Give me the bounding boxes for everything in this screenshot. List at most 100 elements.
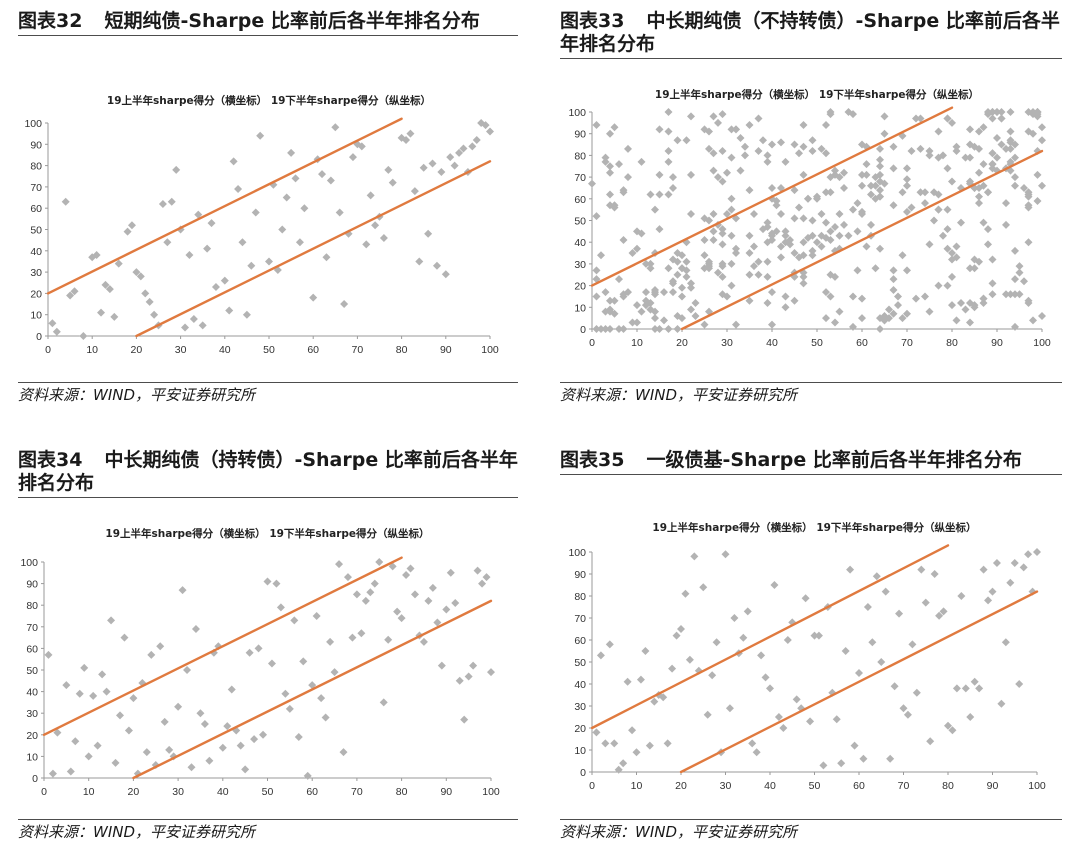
scatter-point	[709, 166, 718, 175]
scatter-point	[673, 249, 682, 258]
scatter-point	[384, 635, 393, 644]
scatter-point	[808, 251, 817, 260]
scatter-point	[111, 758, 120, 767]
scatter-point	[979, 298, 988, 307]
scatter-point	[633, 318, 641, 327]
scatter-point	[822, 288, 830, 297]
y-tick-label: 90	[574, 129, 586, 141]
x-tick-label: 60	[307, 344, 319, 356]
scatter-point	[105, 285, 114, 294]
scatter-point	[988, 279, 997, 288]
scatter-point	[335, 560, 344, 569]
scatter-point	[256, 131, 265, 140]
scatter-point	[750, 242, 758, 251]
scatter-point	[1006, 127, 1015, 136]
scatter-point	[1020, 183, 1028, 192]
x-tick-label: 40	[217, 786, 229, 798]
scatter-point	[858, 207, 866, 216]
scatter-point	[169, 752, 178, 761]
scatter-point	[1024, 127, 1033, 136]
scatter-point	[718, 177, 727, 186]
scatter-point	[388, 178, 397, 187]
scatter-point	[1024, 238, 1033, 247]
scatter-point	[714, 118, 722, 127]
scatter-point	[867, 220, 875, 229]
x-tick-label: 100	[482, 786, 500, 798]
y-tick-label: 40	[30, 246, 42, 258]
scatter-point	[357, 142, 366, 151]
scatter-point	[898, 131, 907, 140]
scatter-point	[642, 259, 650, 268]
scatter-point	[655, 170, 664, 179]
scatter-point	[855, 669, 863, 677]
x-tick-label: 80	[396, 344, 408, 356]
scatter-point	[619, 236, 628, 245]
reference-line	[46, 117, 403, 295]
scatter-point	[189, 314, 198, 323]
scatter-point	[1033, 112, 1042, 121]
scatter-point	[723, 209, 731, 218]
chart-subtitle: 19上半年sharpe得分（横坐标） 19下半年sharpe得分（纵坐标）	[105, 527, 429, 540]
scatter-point	[267, 659, 276, 668]
scatter-point	[700, 236, 709, 245]
scatter-point	[699, 583, 708, 592]
scatter-point	[876, 155, 884, 164]
scatter-point	[592, 121, 601, 130]
scatter-point	[795, 149, 803, 158]
scatter-point	[227, 685, 236, 694]
x-tick-label: 80	[946, 337, 958, 349]
scatter-point	[428, 159, 437, 168]
scatter-point	[745, 296, 754, 305]
scatter-point	[84, 752, 93, 761]
scatter-point	[903, 710, 912, 719]
scatter-point	[651, 205, 659, 214]
scatter-point	[379, 234, 388, 243]
scatter-point	[455, 676, 464, 685]
figure-title: 中长期纯债（持转债）-Sharpe 比率前后各半年排名分布	[18, 449, 518, 494]
reference-line	[679, 590, 1039, 774]
scatter-point	[876, 192, 884, 201]
scatter-point	[718, 229, 727, 238]
scatter-point	[650, 697, 659, 706]
scatter-point	[709, 227, 718, 236]
scatter-point	[727, 259, 736, 268]
scatter-point	[970, 677, 979, 686]
scatter-point	[451, 599, 460, 608]
scatter-point	[997, 140, 1006, 149]
scatter-point	[615, 160, 623, 169]
x-tick-label: 60	[306, 786, 318, 798]
scatter-point	[966, 298, 974, 307]
scatter-point	[62, 681, 71, 690]
scatter-point	[628, 726, 637, 735]
scatter-point	[225, 306, 234, 315]
scatter-point	[844, 231, 853, 240]
scatter-point	[664, 108, 673, 116]
scatter-point	[339, 748, 348, 757]
scatter-point	[752, 748, 761, 757]
scatter-point	[1010, 559, 1019, 567]
scatter-point	[331, 123, 340, 132]
scatter-point	[234, 185, 243, 194]
y-tick-label: 30	[26, 708, 38, 720]
y-tick-label: 70	[574, 613, 586, 625]
scatter-point	[912, 114, 920, 123]
scatter-point	[220, 276, 229, 285]
scatter-point	[145, 297, 154, 306]
x-tick-label: 30	[175, 344, 187, 356]
scatter-point	[1029, 316, 1037, 325]
reference-line	[132, 599, 493, 780]
scatter-point	[379, 698, 388, 707]
scatter-point	[984, 225, 992, 234]
scatter-point	[819, 761, 828, 770]
scatter-point	[957, 298, 965, 307]
scatter-point	[948, 272, 956, 281]
scatter-point	[718, 110, 727, 119]
scatter-point	[916, 188, 925, 197]
scatter-point	[424, 229, 433, 238]
y-tick-label: 80	[574, 150, 586, 162]
scatter-point	[335, 208, 344, 217]
scatter-point	[61, 197, 70, 206]
scatter-point	[853, 266, 862, 275]
scatter-point	[1006, 578, 1015, 587]
scatter-point	[727, 205, 736, 214]
